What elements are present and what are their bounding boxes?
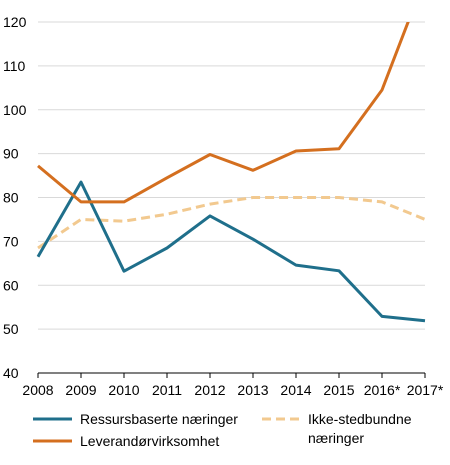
y-tick-label: 80 <box>3 190 19 206</box>
legend-label-leverandor: Leverandørvirksomhet <box>80 433 219 449</box>
grid-lines <box>38 21 425 330</box>
y-tick-label: 100 <box>3 102 27 118</box>
x-tick-label: 2016* <box>364 382 401 398</box>
x-axis-ticks: 2008 2009 2010 2011 2012 2013 2014 2015 2016* 201… <box>22 382 443 398</box>
x-tick-label: 2012 <box>194 382 225 398</box>
y-tick-label: 60 <box>3 277 19 293</box>
y-axis-ticks: 40 50 60 70 80 90 100 110 120 <box>3 14 27 381</box>
y-tick-label: 50 <box>3 321 19 337</box>
x-tick-label: 2010 <box>108 382 139 398</box>
x-tick-label: 2011 <box>152 382 182 398</box>
legend-label-ressursbaserte: Ressursbaserte næringer <box>80 411 238 427</box>
x-tick-label: 2009 <box>65 382 96 398</box>
series-line-ikke-stedbundne-n-ringer <box>37 196 426 250</box>
y-tick-label: 70 <box>3 233 19 249</box>
x-tick-label: 2008 <box>22 382 53 398</box>
y-tick-label: 40 <box>3 365 19 381</box>
y-tick-label: 120 <box>3 14 27 30</box>
legend-label-ikke-stedbundne-line2: næringer <box>308 430 364 446</box>
x-axis <box>37 372 426 378</box>
series-line-leverand-rvirksomhet <box>37 22 410 204</box>
x-tick-label: 2015 <box>323 382 354 398</box>
series-line-ressursbaserte-n-ringer <box>36 180 426 323</box>
x-tick-label: 2017* <box>407 382 444 398</box>
x-tick-label: 2014 <box>280 382 311 398</box>
x-tick-label: 2013 <box>237 382 268 398</box>
y-tick-label: 90 <box>3 146 19 162</box>
legend: Ressursbaserte næringer Leverandørvirkso… <box>33 411 412 449</box>
y-tick-label: 110 <box>3 58 26 74</box>
legend-label-ikke-stedbundne-line1: Ikke-stedbundne <box>308 411 412 427</box>
series-lines <box>36 22 426 323</box>
